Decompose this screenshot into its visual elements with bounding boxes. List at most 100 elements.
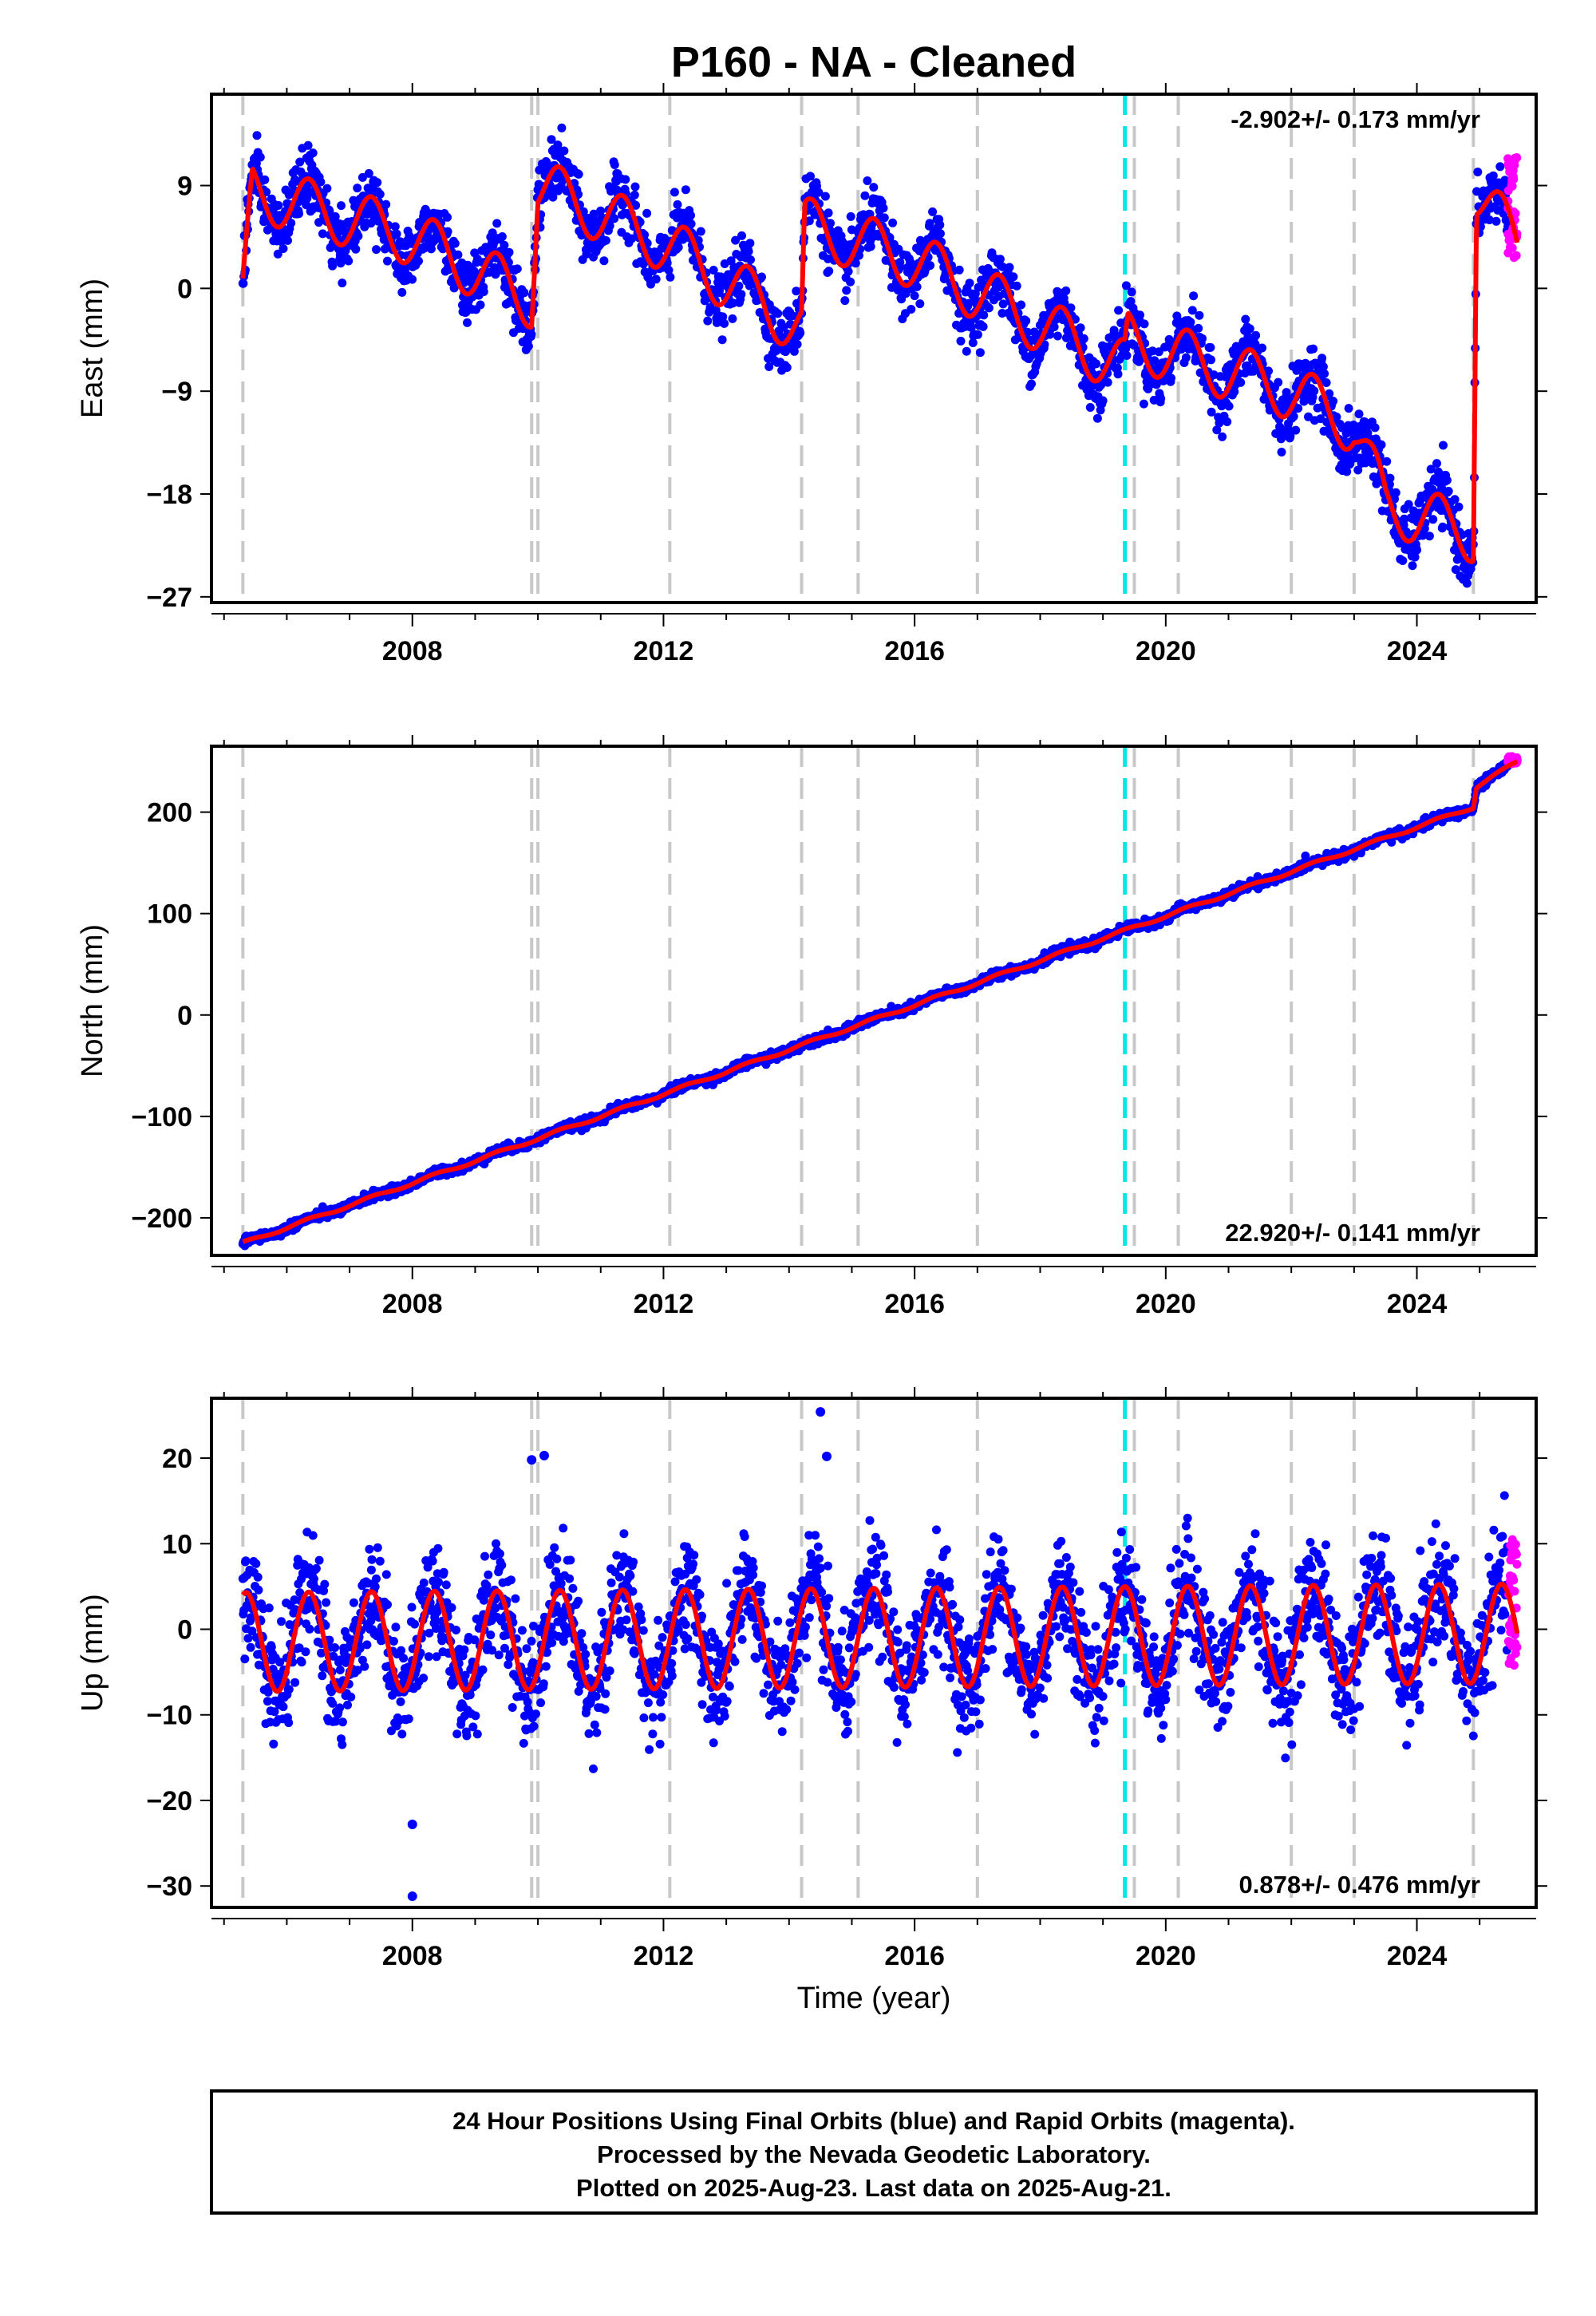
- data-point: [476, 300, 485, 310]
- data-point: [907, 305, 916, 314]
- rapid-point: [1511, 251, 1521, 260]
- data-point: [866, 242, 875, 251]
- data-point: [729, 298, 738, 308]
- data-point: [547, 135, 556, 144]
- data-point: [631, 200, 641, 210]
- data-point: [610, 214, 619, 223]
- data-point: [846, 277, 855, 287]
- data-point: [1085, 403, 1095, 412]
- data-point: [303, 140, 313, 150]
- data-point: [1140, 319, 1149, 329]
- data-point: [239, 279, 248, 288]
- rapid-point: [1503, 230, 1513, 239]
- data-point: [744, 247, 753, 256]
- data-point: [879, 204, 888, 213]
- data-point: [737, 231, 746, 240]
- data-point: [1428, 515, 1438, 524]
- data-point: [1329, 397, 1338, 406]
- data-point: [523, 342, 533, 351]
- data-point: [527, 330, 536, 339]
- data-point: [666, 272, 675, 282]
- data-point: [1274, 377, 1283, 387]
- data-point: [842, 286, 851, 295]
- data-point: [1264, 366, 1273, 376]
- data-point: [792, 339, 802, 349]
- data-point: [337, 201, 346, 211]
- data-point: [1189, 291, 1199, 301]
- data-point: [630, 190, 639, 200]
- data-point: [344, 256, 354, 266]
- data-point: [717, 335, 727, 345]
- data-point: [954, 265, 964, 275]
- x-tick-label: 2024: [1387, 636, 1448, 666]
- rapid-point: [1503, 186, 1513, 196]
- data-point: [1114, 306, 1124, 315]
- rapid-point: [1505, 167, 1515, 176]
- data-point: [956, 336, 966, 346]
- data-point: [443, 227, 452, 236]
- data-point: [1391, 488, 1400, 497]
- data-point: [1251, 330, 1261, 340]
- data-point: [1408, 561, 1417, 571]
- data-point: [383, 256, 392, 266]
- data-point: [686, 211, 695, 220]
- data-point: [373, 178, 382, 188]
- data-point: [895, 258, 905, 267]
- data-point: [1215, 418, 1224, 428]
- data-point: [1136, 310, 1144, 320]
- data-point: [888, 218, 898, 227]
- data-point: [351, 244, 361, 254]
- x-tick-label: 2020: [1136, 636, 1196, 666]
- data-point: [295, 157, 305, 167]
- data-point: [322, 184, 332, 193]
- data-point: [610, 160, 619, 169]
- data-point: [925, 219, 934, 228]
- data-point: [642, 208, 652, 218]
- data-point: [746, 255, 755, 264]
- data-point: [1218, 432, 1227, 441]
- y-tick-label: 9: [177, 172, 192, 202]
- data-point: [1092, 359, 1101, 369]
- data-point: [1289, 412, 1298, 421]
- data-point: [1354, 409, 1364, 419]
- data-point: [824, 208, 833, 218]
- data-point: [1195, 310, 1204, 320]
- data-point: [773, 309, 783, 318]
- data-point: [745, 239, 755, 248]
- data-point: [1224, 401, 1234, 411]
- data-point: [995, 255, 1005, 264]
- data-point: [962, 346, 971, 356]
- data-point: [1385, 473, 1395, 483]
- data-point: [255, 152, 265, 162]
- data-point: [443, 212, 452, 222]
- data-point: [912, 282, 922, 291]
- data-point: [1488, 171, 1498, 180]
- data-point: [397, 287, 407, 297]
- data-point: [492, 269, 500, 278]
- data-point: [553, 140, 563, 150]
- data-point: [353, 184, 362, 193]
- data-point: [589, 209, 598, 219]
- data-point: [260, 175, 270, 184]
- data-point: [392, 229, 401, 239]
- data-point: [1066, 303, 1076, 313]
- data-point: [596, 206, 606, 215]
- data-point: [453, 250, 463, 259]
- data-point: [316, 177, 326, 187]
- data-point: [390, 222, 400, 231]
- data-point: [935, 220, 945, 230]
- data-point: [330, 211, 340, 221]
- data-point: [1370, 423, 1380, 433]
- data-point: [479, 287, 488, 296]
- data-point: [375, 189, 385, 199]
- data-point: [879, 213, 889, 223]
- data-point: [1377, 440, 1386, 449]
- velocity-label: -2.902+/- 0.173 mm/yr: [1231, 105, 1480, 133]
- data-point: [1454, 502, 1464, 512]
- data-point: [824, 267, 834, 276]
- data-point: [720, 318, 729, 328]
- data-point: [965, 279, 974, 288]
- data-point: [664, 266, 674, 275]
- x-tick-label: 2016: [884, 636, 945, 666]
